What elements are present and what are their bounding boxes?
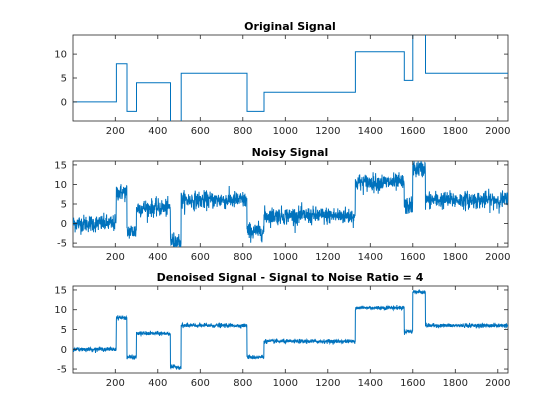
signal-series-line: [73, 35, 508, 121]
y-tick-label: 10: [54, 180, 67, 191]
x-tick-label: 1800: [443, 378, 468, 389]
x-tick-label: 800: [233, 126, 252, 137]
x-tick-label: 400: [148, 378, 167, 389]
y-tick-label: 15: [54, 160, 67, 171]
y-tick-label: 5: [61, 200, 67, 211]
x-tick-label: 1800: [443, 126, 468, 137]
x-tick-label: 2000: [485, 252, 510, 263]
y-tick-label: 0: [61, 97, 67, 108]
x-tick-label: 600: [191, 252, 210, 263]
y-tick-label: 10: [54, 50, 67, 61]
x-tick-label: 1600: [400, 378, 425, 389]
x-tick-label: 1800: [443, 252, 468, 263]
x-tick-label: 800: [233, 252, 252, 263]
x-tick-label: 1400: [358, 126, 383, 137]
y-tick-label: 10: [54, 305, 67, 316]
y-tick-label: -5: [57, 365, 67, 376]
y-tick-label: -5: [57, 239, 67, 250]
x-tick-label: 200: [106, 126, 125, 137]
x-tick-label: 1000: [273, 126, 298, 137]
x-tick-label: 200: [106, 378, 125, 389]
signal-series-line: [73, 288, 508, 370]
signal-series-line: [73, 161, 508, 247]
x-tick-label: 2000: [485, 378, 510, 389]
axes-box: [72, 285, 509, 374]
x-tick-label: 400: [148, 126, 167, 137]
panel-denoised-signal: Denoised Signal - Signal to Noise Ratio …: [54, 271, 510, 389]
x-tick-label: 1200: [315, 126, 340, 137]
x-tick-label: 1000: [273, 378, 298, 389]
y-tick-label: 15: [54, 285, 67, 296]
y-tick-label: 5: [61, 325, 67, 336]
x-tick-label: 1000: [273, 252, 298, 263]
x-tick-label: 1200: [315, 378, 340, 389]
x-tick-label: 2000: [485, 126, 510, 137]
y-tick-label: 0: [61, 345, 67, 356]
x-tick-label: 600: [191, 378, 210, 389]
y-tick-label: 0: [61, 219, 67, 230]
chart-title-denoised: Denoised Signal - Signal to Noise Ratio …: [157, 271, 424, 284]
chart-title-original: Original Signal: [244, 20, 336, 33]
x-tick-label: 200: [106, 252, 125, 263]
x-tick-label: 1400: [358, 378, 383, 389]
panel-original-signal: Original Signal 200 400 600 800 1000 1200 1400…: [54, 20, 510, 137]
y-tick-label: 5: [61, 74, 67, 85]
x-tick-label: 1400: [358, 252, 383, 263]
x-tick-label: 600: [191, 126, 210, 137]
x-tick-label: 1600: [400, 252, 425, 263]
chart-title-noisy: Noisy Signal: [252, 146, 329, 159]
axes-box: [72, 34, 509, 122]
x-tick-label: 1200: [315, 252, 340, 263]
panel-noisy-signal: Noisy Signal 200 400 600 800 1000 1200 1400 160…: [54, 146, 510, 263]
x-tick-label: 1600: [400, 126, 425, 137]
x-tick-label: 400: [148, 252, 167, 263]
x-tick-label: 800: [233, 378, 252, 389]
